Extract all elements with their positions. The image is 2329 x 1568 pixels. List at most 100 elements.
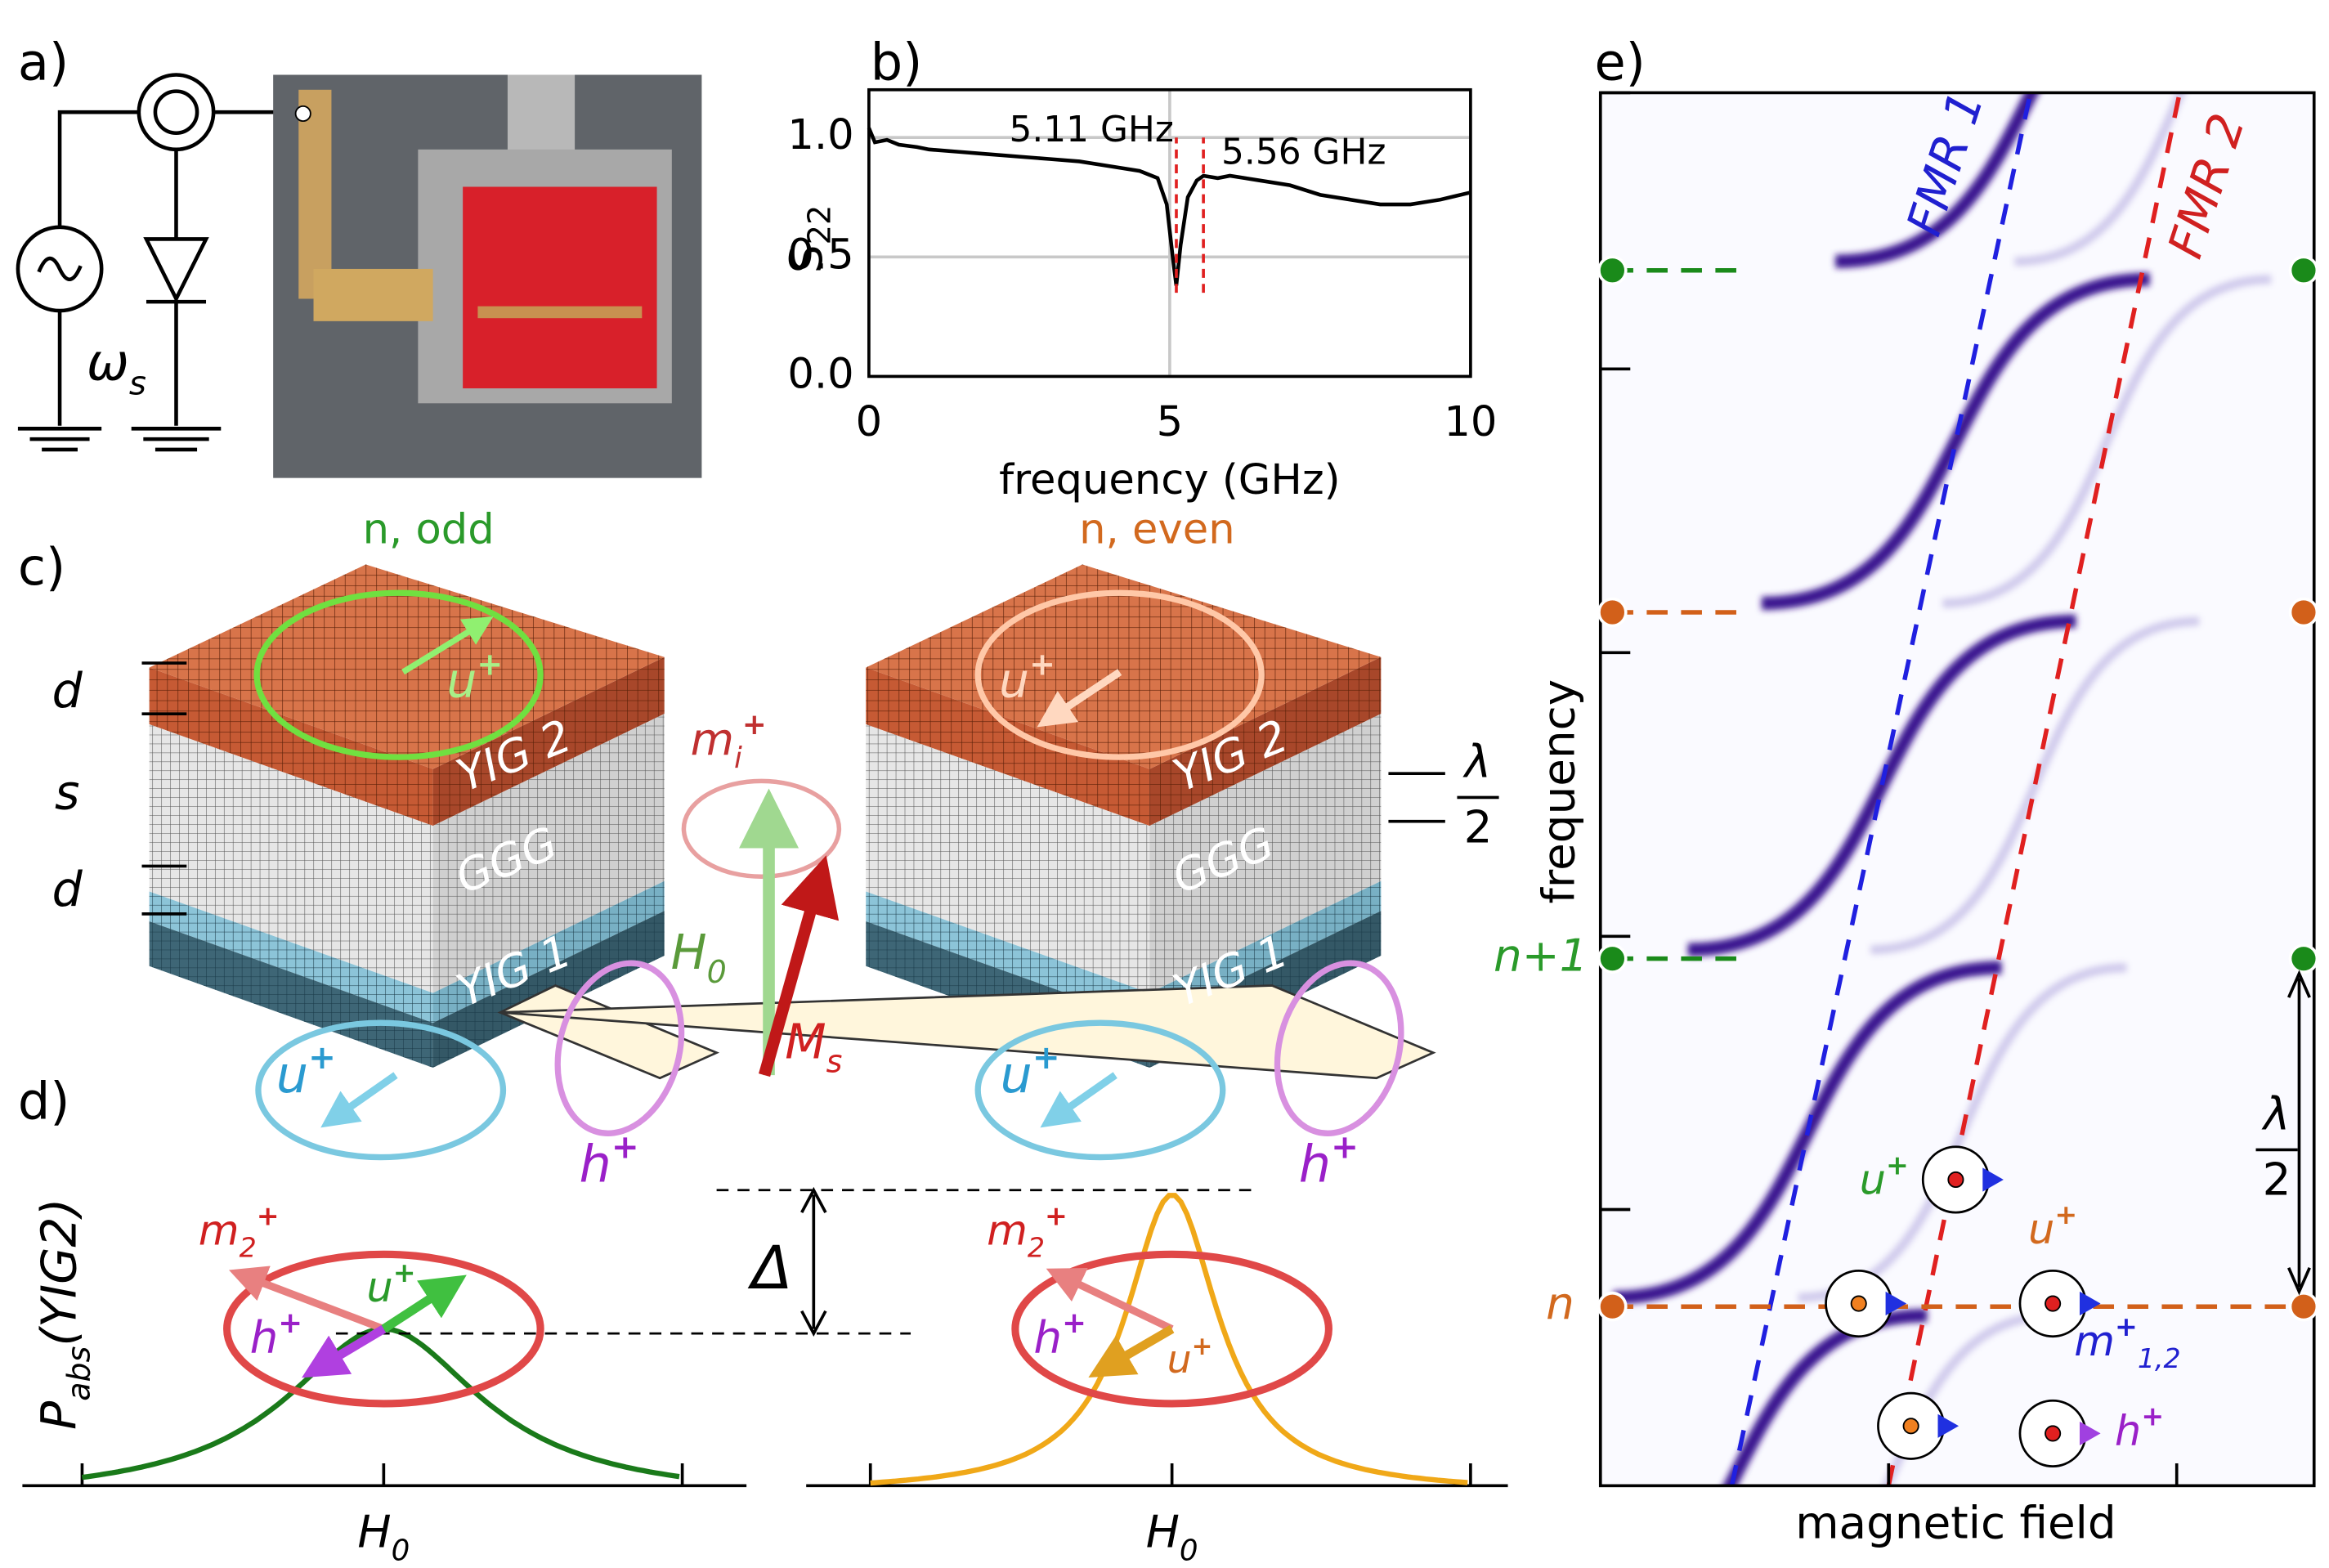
level-dot	[2288, 597, 2319, 628]
block-face	[149, 667, 433, 827]
label-part: 0	[707, 954, 727, 990]
label: u+	[276, 1037, 336, 1104]
label-part: +	[308, 1037, 336, 1076]
label-part: u	[999, 653, 1029, 709]
label: d	[52, 862, 83, 917]
label-part: P	[32, 1400, 87, 1430]
m-orbit	[1011, 1250, 1332, 1408]
label-part: frequency	[1532, 679, 1584, 904]
annotation-label: 5.11 GHz	[1009, 109, 1173, 150]
label-part: H	[1146, 1506, 1180, 1558]
m-orbit	[223, 1250, 544, 1408]
label-part: d	[52, 664, 83, 719]
label: c)	[18, 537, 65, 597]
block-face	[432, 880, 665, 1024]
label-part: +	[1331, 1127, 1359, 1166]
label-part: +	[1032, 1037, 1060, 1076]
level-dot	[1597, 1291, 1628, 1322]
mode-icon	[1982, 1167, 2004, 1192]
u-orbit	[974, 1019, 1226, 1161]
label-part: +	[257, 1200, 280, 1232]
label: a)	[18, 33, 69, 92]
x-tick-label: 0	[856, 398, 883, 446]
label: h+	[250, 1306, 303, 1364]
circuit	[16, 73, 292, 452]
u-arrow	[381, 1275, 467, 1333]
y-tick-label: 0.0	[787, 350, 853, 398]
u-orbit	[974, 589, 1265, 760]
label-part: n, even	[1079, 505, 1234, 553]
label-part: e)	[1594, 33, 1645, 92]
block-face	[149, 891, 433, 1024]
label: h+	[1033, 1306, 1086, 1364]
label-part: magnetic field	[1795, 1497, 2116, 1549]
label: m+1,2	[2074, 1310, 2181, 1374]
mode-icon	[1947, 1171, 1964, 1189]
absorption-curve	[870, 1193, 1468, 1486]
x-axis-label: frequency (GHz)	[999, 456, 1340, 504]
label: u+	[366, 1257, 415, 1312]
label-part: H	[671, 925, 707, 980]
level-dot	[1597, 255, 1628, 286]
level-dot	[1597, 597, 1628, 628]
resonance-branch	[2014, 92, 2186, 267]
label-part: n+1	[1494, 930, 1588, 982]
label-part: H	[357, 1506, 391, 1558]
label: d	[52, 664, 83, 719]
label-part: u	[446, 653, 477, 709]
mode-icon	[1885, 1291, 1907, 1316]
label: m2+	[199, 1200, 280, 1264]
u-orbit	[255, 1019, 507, 1161]
label-part: a)	[18, 33, 69, 92]
label-part: 1,2	[2138, 1342, 2181, 1374]
label: ωs	[87, 333, 146, 402]
resonance-branch	[1870, 616, 2200, 955]
label: h+	[580, 1127, 639, 1194]
label-part: 0	[1180, 1534, 1198, 1567]
label: h+	[1299, 1127, 1359, 1194]
mode-icon	[1850, 1295, 1867, 1312]
label-part: +	[611, 1127, 639, 1166]
resonance-branch	[1835, 92, 2040, 269]
label: n, even	[1079, 505, 1234, 553]
block-face	[1149, 714, 1382, 993]
label: n, odd	[363, 505, 495, 553]
label-part: +	[742, 707, 767, 741]
bracket	[141, 661, 1445, 916]
plot-frame	[867, 87, 1472, 379]
resonance-branch	[1761, 272, 2150, 611]
level-dot	[1597, 943, 1628, 974]
lambda-arrow	[2287, 970, 2311, 1296]
m-arrow	[1046, 1267, 1174, 1333]
label-part: h	[250, 1311, 279, 1364]
label: u+	[999, 646, 1055, 709]
label-part: m	[691, 713, 734, 765]
block-face	[866, 724, 1150, 993]
spectrum	[1600, 92, 2314, 1486]
label-part: s	[826, 1043, 843, 1079]
label-part: h	[1299, 1134, 1331, 1194]
label: magnetic field	[1795, 1497, 2116, 1549]
level-dot	[2288, 1291, 2319, 1322]
label: Pabs(YIG2)	[32, 1198, 96, 1430]
fmr-line	[1886, 92, 2183, 1486]
u-arrow	[1037, 669, 1122, 728]
mode-icon	[2045, 1295, 2062, 1312]
u-arrow	[1040, 1072, 1117, 1128]
fraction-denominator: 2	[1464, 801, 1493, 853]
m-orbit	[681, 778, 842, 879]
label-part: 2	[1028, 1232, 1045, 1264]
ticks	[1600, 91, 2179, 1486]
block-face	[866, 891, 1150, 1024]
label-part: +	[1886, 1149, 1909, 1181]
label: H0	[357, 1506, 410, 1567]
u-arrow	[401, 616, 494, 675]
label-part: h	[580, 1134, 611, 1194]
label: d)	[18, 1072, 70, 1131]
fmr-line	[1729, 92, 2033, 1486]
resonance-branch	[1942, 275, 2272, 608]
label-part: +	[477, 646, 503, 682]
label: H0	[671, 925, 727, 989]
label: n	[1546, 1277, 1574, 1329]
mode-icon	[1902, 1418, 1919, 1435]
